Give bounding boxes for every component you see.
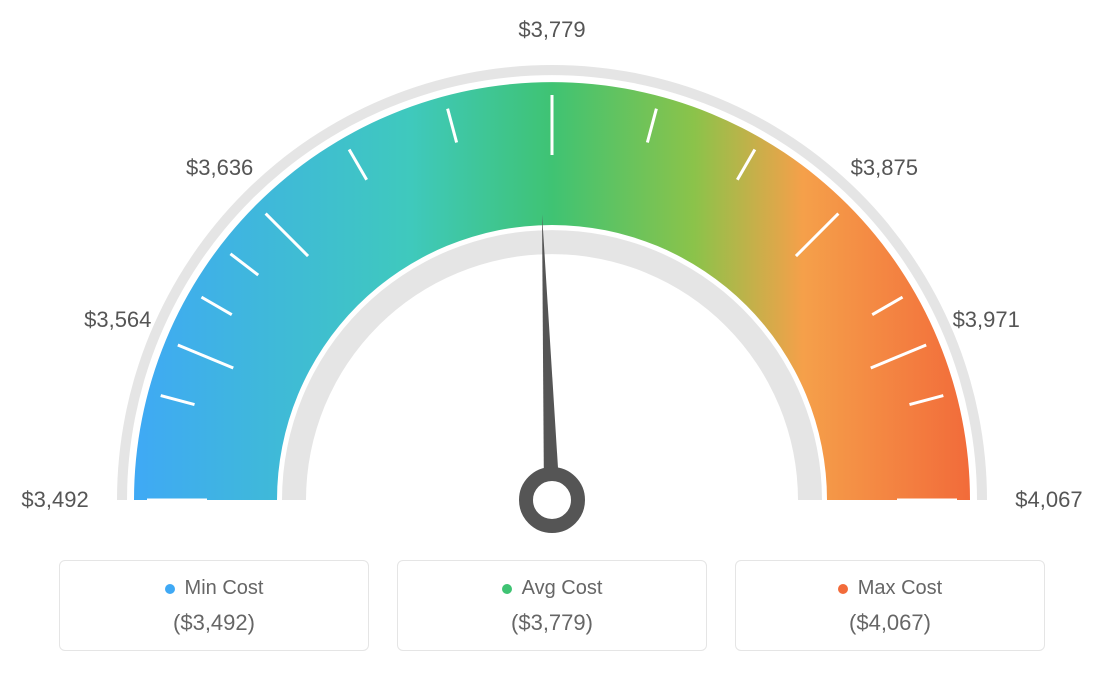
gauge-svg bbox=[0, 0, 1104, 540]
summary-card-avg: Avg Cost ($3,779) bbox=[397, 560, 707, 651]
gauge-tick-label: $4,067 bbox=[1015, 487, 1082, 513]
summary-card-min: Min Cost ($3,492) bbox=[59, 560, 369, 651]
gauge-tick-label: $3,636 bbox=[186, 155, 253, 181]
summary-card-title: Avg Cost bbox=[522, 577, 603, 600]
summary-card-header: Max Cost bbox=[746, 577, 1034, 600]
dot-icon bbox=[165, 584, 175, 594]
summary-card-value: ($3,492) bbox=[70, 610, 358, 636]
gauge-tick-label: $3,564 bbox=[84, 307, 151, 333]
summary-card-title: Min Cost bbox=[185, 577, 264, 600]
gauge-tick-label: $3,779 bbox=[518, 17, 585, 43]
summary-row: Min Cost ($3,492) Avg Cost ($3,779) Max … bbox=[0, 560, 1104, 651]
gauge-tick-label: $3,492 bbox=[21, 487, 88, 513]
summary-card-header: Min Cost bbox=[70, 577, 358, 600]
summary-card-header: Avg Cost bbox=[408, 577, 696, 600]
summary-card-value: ($3,779) bbox=[408, 610, 696, 636]
summary-card-value: ($4,067) bbox=[746, 610, 1034, 636]
dot-icon bbox=[838, 584, 848, 594]
gauge-tick-label: $3,875 bbox=[851, 155, 918, 181]
gauge-chart: $3,492 $3,564 $3,636 $3,779 $3,875 $3,971 $4,0… bbox=[0, 0, 1104, 540]
summary-card-max: Max Cost ($4,067) bbox=[735, 560, 1045, 651]
dot-icon bbox=[502, 584, 512, 594]
gauge-tick-label: $3,971 bbox=[953, 307, 1020, 333]
summary-card-title: Max Cost bbox=[858, 577, 942, 600]
